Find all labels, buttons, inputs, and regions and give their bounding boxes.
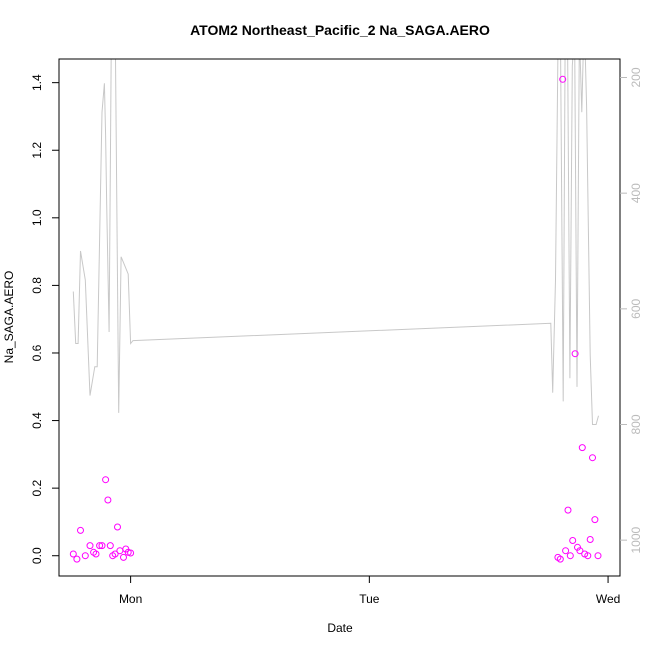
data-point — [594, 552, 602, 560]
data-point — [589, 454, 596, 462]
plot-area — [69, 59, 602, 563]
x-tick-label: Tue — [359, 592, 380, 606]
data-point — [578, 444, 586, 452]
axes: 0.0 0.2 0.4 0.6 0.8 1.0 1.2 1.4 200 400 600 800 1000… — [30, 58, 643, 606]
data-point — [576, 547, 584, 555]
data-point — [564, 506, 572, 514]
y-tick-label: 1.0 — [30, 209, 44, 226]
data-point — [586, 536, 594, 543]
x-tick-label: Mon — [119, 592, 142, 606]
y-tick-label: 1.4 — [30, 74, 44, 91]
y2-tick-label: 600 — [629, 298, 643, 318]
x-tick-label: Wed — [596, 592, 620, 606]
y-tick-label: 0.2 — [30, 479, 44, 496]
data-point — [81, 552, 89, 560]
data-point — [591, 516, 599, 524]
data-point — [571, 350, 579, 358]
data-point — [92, 550, 100, 558]
data-point — [96, 542, 104, 550]
data-point — [106, 542, 114, 550]
x-axis-label: Date — [327, 621, 353, 635]
plot-frame — [58, 58, 621, 577]
y-tick-label: 0.6 — [30, 344, 44, 361]
data-point — [562, 547, 570, 555]
data-point — [556, 555, 564, 563]
data-point — [120, 553, 127, 561]
chart-title: ATOM2 Northeast_Pacific_2 Na_SAGA.AERO — [190, 22, 490, 38]
series-line-0 — [72, 59, 599, 425]
data-point — [111, 550, 119, 558]
y-axis-label: Na_SAGA.AERO — [2, 271, 16, 364]
y-tick-label: 1.2 — [30, 142, 44, 159]
data-point — [102, 476, 110, 484]
data-point — [559, 75, 567, 83]
data-point — [69, 550, 77, 558]
y-tick-label: 0.8 — [30, 277, 44, 294]
data-point — [73, 555, 81, 563]
data-point — [98, 542, 106, 550]
y2-tick-label: 800 — [629, 414, 643, 434]
y-tick-label: 0.4 — [30, 412, 44, 429]
data-point — [77, 526, 84, 534]
data-point — [116, 547, 124, 555]
y2-tick-label: 1000 — [629, 526, 643, 553]
y-tick-label: 0.0 — [30, 547, 44, 564]
y2-tick-label: 200 — [629, 67, 643, 87]
data-point — [569, 537, 577, 544]
data-point — [584, 552, 592, 560]
data-point — [566, 552, 574, 560]
y2-tick-label: 400 — [629, 183, 643, 203]
data-point — [114, 523, 121, 531]
data-point — [127, 549, 135, 557]
data-point — [86, 542, 94, 550]
data-point — [104, 496, 112, 504]
